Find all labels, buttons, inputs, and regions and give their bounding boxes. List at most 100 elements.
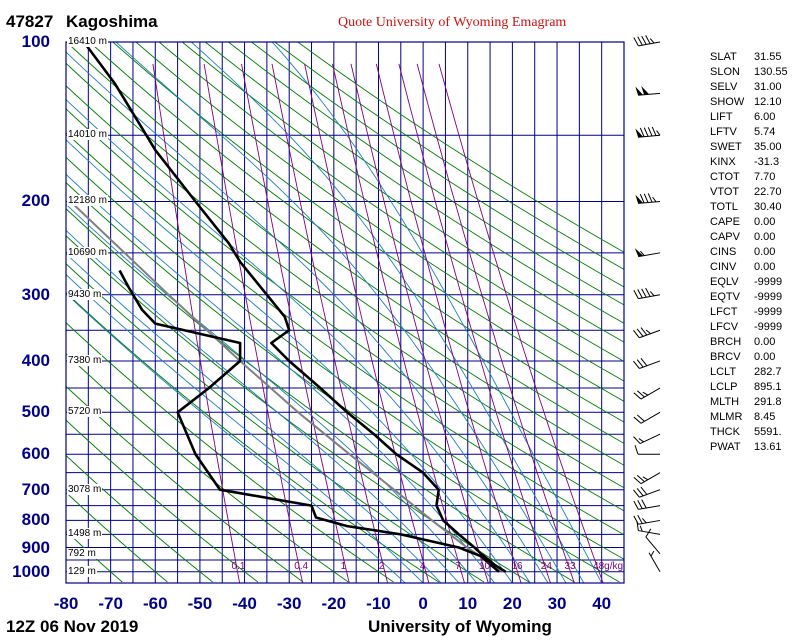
barb-feather — [645, 35, 651, 44]
mixing-ratio-label: 4 — [419, 561, 426, 572]
moist-adiabat — [66, 253, 442, 583]
barb-feather — [640, 250, 645, 256]
mixing-ratio-label: 0.1 — [231, 561, 246, 572]
temperature-tick-label: 40 — [592, 594, 612, 613]
pressure-tick-label: 100 — [21, 32, 50, 51]
height-label: 3078 m — [67, 483, 103, 495]
index-value: 5591. — [754, 426, 782, 438]
barb-feather — [636, 488, 644, 497]
wind-barbs — [633, 35, 661, 573]
barb-feather — [633, 436, 641, 444]
wind-barb — [633, 411, 661, 424]
barb-staff — [640, 411, 661, 424]
index-name: LFCT — [710, 306, 738, 318]
dry-adiabat — [89, 42, 624, 423]
temperature-tick-label: -60 — [142, 594, 168, 613]
barb-feather — [642, 476, 649, 481]
barb-feather — [633, 290, 639, 299]
barb-pennant — [635, 86, 644, 96]
index-name: BRCV — [710, 351, 741, 363]
temperature-tick-label: -40 — [232, 594, 257, 613]
index-name: SHOW — [710, 96, 745, 108]
pressure-tick-label: 500 — [21, 402, 50, 422]
wind-barb — [633, 514, 661, 525]
index-name: MLMR — [710, 411, 743, 423]
barb-feather — [636, 359, 644, 368]
moist-adiabat — [66, 139, 513, 583]
dry-adiabat — [66, 208, 575, 583]
pressure-tick-label: 200 — [21, 191, 50, 211]
barb-feather — [656, 130, 661, 136]
index-value: 13.61 — [754, 441, 782, 453]
barb-staff — [638, 200, 661, 204]
temperature-tick-label: 10 — [458, 594, 478, 613]
pressure-tick-label: 400 — [21, 350, 50, 370]
barb-feather — [649, 291, 655, 297]
index-value: 0.00 — [754, 231, 776, 243]
index-value: 0.00 — [754, 336, 776, 348]
barb-feather — [639, 193, 645, 204]
index-value: 31.00 — [754, 81, 782, 93]
dry-adiabat — [66, 42, 624, 444]
barb-feather — [642, 518, 647, 524]
barb-feather — [633, 500, 639, 510]
index-value: 282.7 — [754, 366, 782, 378]
index-name: VTOT — [710, 186, 740, 198]
height-label: 792 m — [67, 547, 97, 559]
barb-feather — [633, 392, 642, 400]
barb-feather — [649, 38, 655, 44]
station-name: Kagoshima — [66, 12, 158, 31]
barb-feather — [636, 390, 645, 398]
barb-pennant — [635, 128, 644, 138]
dry-adiabat — [66, 385, 304, 583]
index-name: THCK — [710, 426, 740, 438]
barb-staff — [639, 433, 661, 444]
dry-adiabat — [66, 491, 168, 583]
barb-feather — [639, 127, 645, 137]
dry-adiabat — [66, 454, 213, 583]
index-name: CAPV — [710, 231, 740, 243]
moist-adiabat — [66, 292, 406, 583]
barb-feather — [634, 445, 639, 455]
index-value: 0.00 — [754, 351, 776, 363]
index-value: 7.70 — [754, 171, 776, 183]
index-value: 895.1 — [754, 381, 782, 393]
barb-feather — [637, 514, 643, 524]
mixing-ratio-label: 33 — [564, 561, 576, 572]
index-value: -9999 — [754, 276, 783, 288]
barb-feather — [640, 358, 648, 367]
barb-feather — [643, 127, 649, 137]
mixing-ratio-line — [375, 63, 522, 583]
wind-barb — [645, 528, 661, 555]
dry-adiabat — [66, 235, 530, 583]
mixing-ratio-line — [241, 63, 350, 583]
dry-adiabat — [135, 42, 624, 382]
barb-pennant — [635, 194, 644, 204]
barb-feather — [633, 416, 642, 424]
temperature-tick-label: -20 — [321, 594, 347, 613]
index-name: SELV — [710, 81, 738, 93]
barb-feather — [640, 486, 648, 495]
barb-feather — [647, 193, 653, 203]
height-label: 5720 m — [67, 406, 103, 418]
barb-feather — [647, 127, 653, 137]
barb-feather — [652, 196, 657, 203]
temperature-tick-label: -10 — [366, 594, 391, 613]
dry-adiabat — [66, 419, 259, 583]
index-name: LIFT — [710, 111, 733, 123]
barb-feather — [633, 476, 642, 485]
barb-feather — [636, 328, 644, 337]
temperature-tick-label: -70 — [98, 594, 123, 613]
dry-adiabat — [205, 42, 624, 324]
barb-feather — [637, 289, 643, 299]
dry-adiabat — [66, 353, 349, 583]
barb-feather — [633, 330, 640, 339]
wind-barb — [633, 35, 661, 47]
temperature-tick-label: -30 — [276, 594, 302, 613]
index-name: EQLV — [710, 276, 739, 288]
barb-feather — [641, 499, 647, 509]
dry-adiabat — [297, 42, 624, 253]
dry-adiabat — [66, 292, 439, 583]
index-value: 31.55 — [754, 51, 782, 63]
